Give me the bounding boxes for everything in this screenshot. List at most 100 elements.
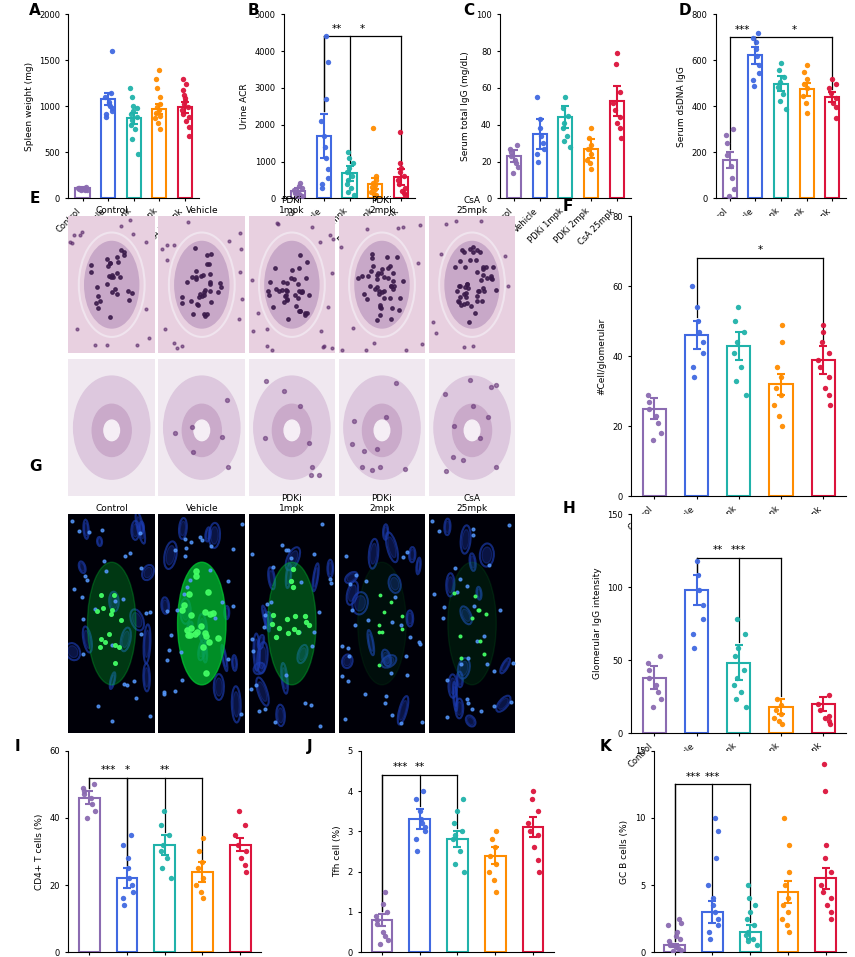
- Bar: [811, 360, 834, 497]
- Text: *: *: [360, 24, 365, 34]
- Point: [249, 678, 262, 693]
- Point: [369, 168, 382, 184]
- Text: **: **: [415, 763, 425, 772]
- Point: [532, 864, 545, 879]
- Point: [103, 256, 116, 271]
- Point: [99, 106, 113, 122]
- Point: [294, 284, 308, 300]
- Point: [189, 272, 203, 287]
- Point: [246, 323, 260, 339]
- Point: [291, 624, 304, 639]
- Point: [155, 241, 168, 256]
- Point: [292, 303, 306, 319]
- Point: [175, 290, 189, 305]
- Point: [781, 924, 795, 940]
- Point: [358, 687, 372, 702]
- Point: [303, 287, 316, 302]
- Point: [720, 147, 734, 163]
- Ellipse shape: [144, 668, 149, 687]
- Bar: [154, 845, 175, 952]
- Point: [90, 604, 103, 619]
- Point: [293, 188, 307, 203]
- Point: [262, 283, 275, 299]
- Point: [280, 292, 294, 307]
- Point: [278, 383, 292, 398]
- Point: [168, 426, 182, 441]
- Point: [686, 278, 699, 294]
- Point: [246, 643, 260, 658]
- Point: [749, 42, 763, 57]
- Point: [103, 85, 117, 100]
- Point: [822, 387, 835, 402]
- Bar: [75, 189, 90, 198]
- Bar: [777, 892, 799, 952]
- Point: [323, 571, 337, 587]
- Point: [316, 340, 330, 355]
- Point: [498, 248, 511, 263]
- Ellipse shape: [137, 517, 144, 539]
- Point: [338, 711, 351, 726]
- Ellipse shape: [256, 664, 263, 673]
- Point: [369, 177, 382, 192]
- Y-axis label: Serum dsDNA IgG: Serum dsDNA IgG: [677, 66, 686, 146]
- Point: [463, 315, 476, 330]
- Point: [181, 627, 195, 642]
- Point: [773, 93, 787, 108]
- Point: [284, 573, 298, 589]
- Point: [175, 672, 189, 687]
- Point: [775, 387, 788, 402]
- Point: [245, 632, 259, 647]
- Point: [817, 884, 830, 900]
- Point: [470, 242, 484, 257]
- Point: [703, 931, 716, 946]
- Point: [446, 450, 460, 465]
- Point: [175, 295, 189, 310]
- Point: [669, 939, 683, 954]
- Point: [203, 607, 217, 622]
- Point: [86, 797, 99, 812]
- Point: [381, 260, 395, 276]
- Point: [470, 294, 484, 309]
- Point: [376, 896, 390, 911]
- Point: [727, 122, 740, 137]
- Point: [453, 844, 467, 859]
- Point: [198, 604, 211, 619]
- Point: [200, 306, 214, 322]
- Point: [384, 665, 398, 680]
- Point: [186, 419, 199, 434]
- Point: [143, 605, 156, 620]
- Point: [378, 695, 392, 710]
- Point: [457, 340, 471, 355]
- Point: [580, 152, 593, 167]
- Ellipse shape: [282, 668, 287, 689]
- Point: [182, 110, 196, 125]
- Point: [642, 662, 656, 678]
- Point: [182, 587, 196, 602]
- Point: [126, 90, 139, 105]
- Point: [335, 638, 349, 654]
- Ellipse shape: [182, 404, 221, 456]
- Point: [220, 392, 233, 408]
- Point: [368, 335, 381, 350]
- Point: [106, 270, 120, 285]
- Point: [287, 183, 301, 198]
- Point: [211, 631, 225, 646]
- Point: [233, 264, 247, 279]
- Point: [260, 322, 274, 337]
- Point: [123, 545, 137, 561]
- Point: [106, 637, 120, 653]
- Point: [466, 398, 480, 413]
- Point: [477, 646, 491, 661]
- Point: [164, 627, 178, 642]
- Point: [131, 100, 144, 116]
- Point: [280, 667, 293, 682]
- Point: [530, 146, 544, 162]
- Point: [725, 170, 739, 186]
- Point: [776, 898, 790, 913]
- Point: [196, 871, 209, 886]
- Ellipse shape: [254, 376, 330, 479]
- Point: [369, 908, 383, 924]
- Point: [276, 274, 290, 289]
- Point: [298, 695, 311, 710]
- Point: [194, 269, 208, 284]
